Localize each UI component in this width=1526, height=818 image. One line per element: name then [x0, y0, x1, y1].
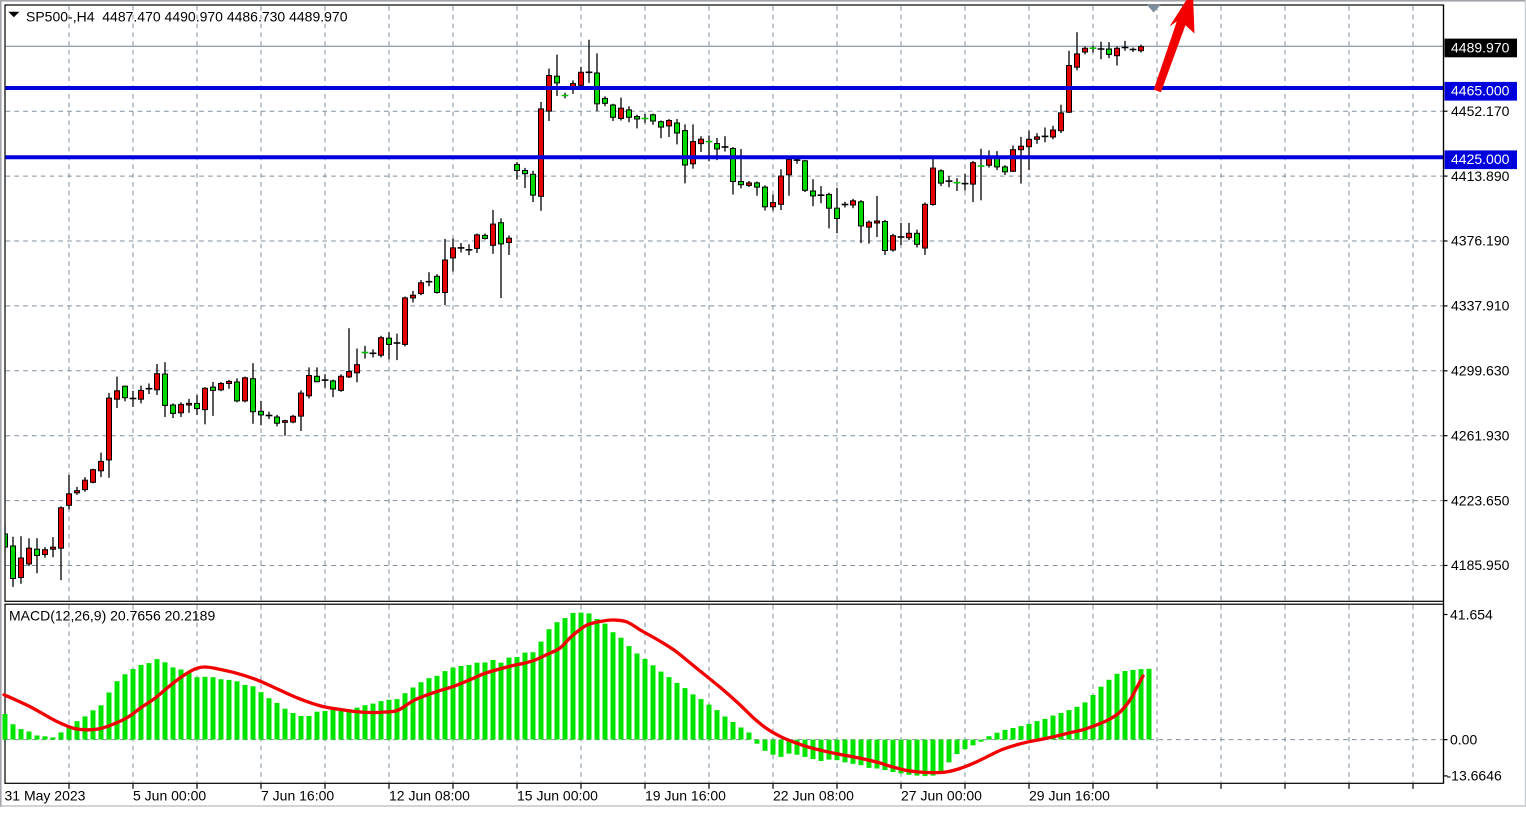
svg-text:5 Jun 00:00: 5 Jun 00:00 [133, 787, 206, 803]
svg-text:27 Jun 00:00: 27 Jun 00:00 [901, 787, 982, 803]
svg-text:4261.930: 4261.930 [1451, 427, 1510, 443]
svg-text:22 Jun 08:00: 22 Jun 08:00 [773, 787, 854, 803]
svg-text:4376.190: 4376.190 [1451, 233, 1510, 249]
svg-text:4489.970: 4489.970 [1451, 39, 1510, 55]
svg-text:15 Jun 00:00: 15 Jun 00:00 [517, 787, 598, 803]
svg-text:4413.890: 4413.890 [1451, 168, 1510, 184]
svg-text:4452.170: 4452.170 [1451, 103, 1510, 119]
svg-text:4223.650: 4223.650 [1451, 492, 1510, 508]
svg-text:4185.950: 4185.950 [1451, 557, 1510, 573]
svg-text:31 May 2023: 31 May 2023 [5, 787, 86, 803]
svg-text:4425.000: 4425.000 [1451, 151, 1510, 167]
svg-text:4299.630: 4299.630 [1451, 363, 1510, 379]
svg-text:SP500-,H4 4487.470 4490.970 4: SP500-,H4 4487.470 4490.970 4486.730 448… [26, 9, 348, 25]
svg-text:41.654: 41.654 [1450, 606, 1493, 622]
svg-text:4465.000: 4465.000 [1451, 83, 1510, 99]
svg-text:19 Jun 16:00: 19 Jun 16:00 [645, 787, 726, 803]
svg-text:0.00: 0.00 [1450, 731, 1477, 747]
svg-text:12 Jun 08:00: 12 Jun 08:00 [389, 787, 470, 803]
svg-text:-13.6646: -13.6646 [1447, 768, 1502, 784]
svg-text:4337.910: 4337.910 [1451, 298, 1510, 314]
svg-text:MACD(12,26,9) 20.7656 20.2189: MACD(12,26,9) 20.7656 20.2189 [9, 608, 215, 624]
svg-text:29 Jun 16:00: 29 Jun 16:00 [1029, 787, 1110, 803]
svg-text:7 Jun 16:00: 7 Jun 16:00 [261, 787, 334, 803]
